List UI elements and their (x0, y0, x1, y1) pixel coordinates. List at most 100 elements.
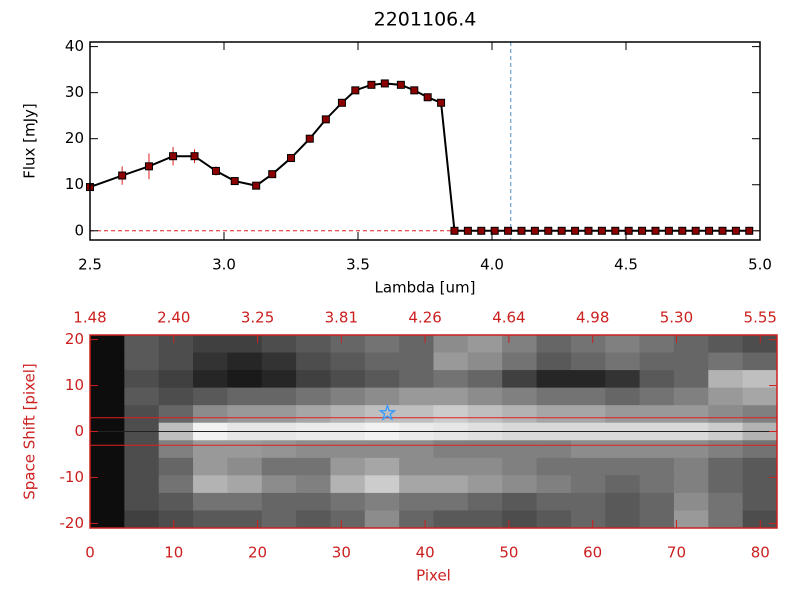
image-cell (90, 475, 125, 494)
image-cell (364, 335, 400, 354)
image-cell (536, 492, 572, 511)
image-cell (124, 457, 160, 476)
image-cell (261, 335, 297, 354)
x2-tick-label: 1.48 (73, 309, 106, 327)
image-cell (364, 387, 400, 406)
image-cell (467, 510, 503, 529)
image-cell (605, 492, 641, 511)
x-tick-label: 30 (332, 544, 351, 562)
x2-tick-label: 5.30 (660, 309, 693, 327)
image-cell (570, 492, 606, 511)
image-cell (227, 335, 263, 354)
image-cell (639, 352, 675, 371)
y-axis-label: Space Shift [pixel] (21, 363, 39, 500)
image-cell (742, 510, 778, 529)
image-cell (536, 387, 572, 406)
image-cell (605, 370, 641, 389)
image-cell (605, 352, 641, 371)
image-cell (708, 510, 744, 529)
image-cell (570, 457, 606, 476)
data-marker (557, 226, 566, 235)
image-cell (399, 405, 434, 424)
image-cell (502, 492, 538, 511)
image-cell (124, 335, 160, 354)
chart-title: 2201106.4 (374, 9, 477, 31)
image-cell (124, 440, 160, 459)
image-cell (570, 510, 606, 529)
image-cell (193, 475, 228, 494)
image-cell (673, 387, 709, 406)
image-cell (742, 457, 778, 476)
data-marker (305, 134, 314, 143)
image-cell (158, 457, 194, 476)
data-marker (571, 226, 580, 235)
image-cell (673, 352, 709, 371)
image-cell (570, 352, 606, 371)
image-cell (467, 405, 503, 424)
image-cell (742, 492, 778, 511)
image-cell (536, 335, 572, 354)
image-cell (467, 457, 503, 476)
image-cell (296, 405, 331, 424)
image-cell (742, 352, 778, 371)
x-tick-label: 80 (751, 544, 770, 562)
plot-frame (89, 41, 761, 241)
image-cell (399, 352, 434, 371)
image-cell (742, 475, 778, 494)
image-cell (90, 492, 125, 511)
image-cell (330, 370, 366, 389)
image-cell (433, 492, 469, 511)
x-tick-label: 4.5 (614, 256, 638, 274)
image-cell (605, 457, 641, 476)
image-cell (467, 335, 503, 354)
data-marker (477, 226, 486, 235)
image-cell (330, 440, 366, 459)
image-cell (261, 370, 297, 389)
image-cell (124, 405, 160, 424)
image-cell (124, 370, 160, 389)
data-marker (410, 86, 419, 95)
image-cell (673, 510, 709, 529)
image-cell (330, 335, 366, 354)
image-cell (227, 370, 263, 389)
image-cell (433, 352, 469, 371)
image-cell (90, 387, 125, 406)
image-cell (433, 475, 469, 494)
image-cell (708, 370, 744, 389)
x-tick-label: 2.5 (78, 256, 102, 274)
image-cell (330, 387, 366, 406)
data-marker (705, 226, 714, 235)
data-marker (731, 226, 740, 235)
image-cell (364, 457, 400, 476)
image-cell (433, 405, 469, 424)
x2-tick-label: 4.26 (408, 309, 441, 327)
image-cell (90, 510, 125, 529)
data-marker (287, 154, 295, 163)
image-cell (502, 387, 538, 406)
data-marker (118, 171, 127, 180)
image-cell (227, 440, 263, 459)
image-cell (639, 475, 675, 494)
image-cell (639, 335, 675, 354)
image-cell (261, 492, 297, 511)
image-cell (158, 510, 194, 529)
image-cell (502, 475, 538, 494)
image-cell (193, 510, 228, 529)
y-tick-label: 40 (65, 37, 84, 55)
image-cell (296, 352, 331, 371)
y-tick-label: -10 (60, 468, 85, 486)
image-cell (90, 405, 125, 424)
image-cell (708, 440, 744, 459)
image-cell (124, 492, 160, 511)
image-cell (467, 370, 503, 389)
image-cell (536, 510, 572, 529)
image-cell (502, 457, 538, 476)
image-cell (708, 457, 744, 476)
image-cell (570, 370, 606, 389)
image-cell (296, 370, 331, 389)
image-cell (502, 510, 538, 529)
image-cell (193, 370, 228, 389)
image-cell (158, 352, 194, 371)
image-cell (227, 405, 263, 424)
x-tick-label: 0 (85, 544, 95, 562)
